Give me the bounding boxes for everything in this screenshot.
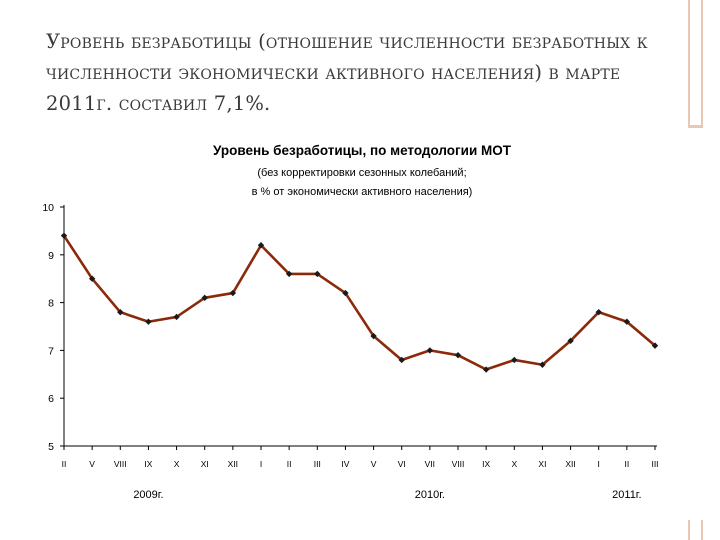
decorative-line xyxy=(688,125,703,128)
data-point xyxy=(201,294,208,302)
x-tick-label: XI xyxy=(201,459,209,469)
x-tick-label: VI xyxy=(398,459,406,469)
decorative-line xyxy=(688,520,690,540)
year-label: 2009г. xyxy=(133,489,163,501)
x-tick-label: V xyxy=(371,459,377,469)
x-tick-label: IX xyxy=(144,459,152,469)
y-axis-ticks: 5 6 7 8 9 10 xyxy=(42,202,64,453)
decorative-line xyxy=(701,0,703,125)
y-tick-label: 8 xyxy=(48,298,54,310)
y-tick-label: 10 xyxy=(42,202,54,214)
data-point xyxy=(539,361,546,368)
data-point xyxy=(398,356,405,364)
data-point xyxy=(623,318,631,325)
data-point xyxy=(229,289,237,297)
slide-heading: Уровень безработицы (отношение численнос… xyxy=(46,30,648,115)
y-tick-label: 7 xyxy=(48,345,54,357)
year-label: 2010г. xyxy=(415,489,445,501)
data-point xyxy=(173,313,180,321)
chart-title: Уровень безработицы, по методологии МОТ xyxy=(213,143,512,158)
series xyxy=(60,232,659,373)
data-point xyxy=(426,347,434,354)
data-point xyxy=(314,270,321,278)
x-tick-label: XII xyxy=(228,459,238,469)
y-tick-label: 6 xyxy=(48,393,54,405)
year-label: 2011г. xyxy=(612,489,641,501)
data-point xyxy=(651,342,659,349)
x-tick-label: IV xyxy=(341,459,349,469)
x-tick-label: X xyxy=(511,459,517,469)
data-point xyxy=(145,318,152,325)
decorative-line xyxy=(701,520,703,540)
x-tick-label: III xyxy=(314,459,321,469)
data-point xyxy=(595,308,602,316)
year-labels: 2009г. 2010г. 2011г. xyxy=(133,489,641,501)
x-tick-label: III xyxy=(651,459,658,469)
decorative-line xyxy=(688,0,690,125)
x-tick-label: II xyxy=(624,459,629,469)
data-point xyxy=(342,289,349,297)
y-tick-label: 5 xyxy=(48,441,54,453)
data-point xyxy=(482,366,490,373)
data-point xyxy=(60,232,68,239)
x-tick-label: XI xyxy=(538,459,546,469)
x-axis-ticks: II V VIII IX X XI XII I II III IV V VI VII VIII IX X XI XI… xyxy=(62,446,659,469)
x-tick-label: VIII xyxy=(452,459,465,469)
x-tick-label: XII xyxy=(565,459,575,469)
data-point xyxy=(511,356,518,364)
series-line xyxy=(62,234,656,371)
data-point xyxy=(117,308,124,316)
x-tick-label: II xyxy=(62,459,67,469)
data-point xyxy=(88,275,96,282)
x-tick-label: II xyxy=(287,459,292,469)
y-tick-label: 9 xyxy=(48,250,54,262)
x-tick-label: VII xyxy=(425,459,435,469)
data-point xyxy=(454,351,462,359)
x-tick-label: V xyxy=(89,459,95,469)
x-tick-label: X xyxy=(174,459,180,469)
x-tick-label: I xyxy=(260,459,262,469)
x-tick-label: VIII xyxy=(114,459,127,469)
chart-axes xyxy=(63,205,657,447)
data-point xyxy=(257,242,265,249)
x-tick-label: IX xyxy=(482,459,490,469)
data-point xyxy=(370,332,377,340)
chart-subtitle-line: в % от экономически активного населения) xyxy=(252,186,473,198)
data-point xyxy=(567,337,574,345)
x-tick-label: I xyxy=(598,459,600,469)
data-point xyxy=(285,270,293,278)
chart-subtitle-line: (без корректировки сезонных колебаний; xyxy=(257,167,466,179)
